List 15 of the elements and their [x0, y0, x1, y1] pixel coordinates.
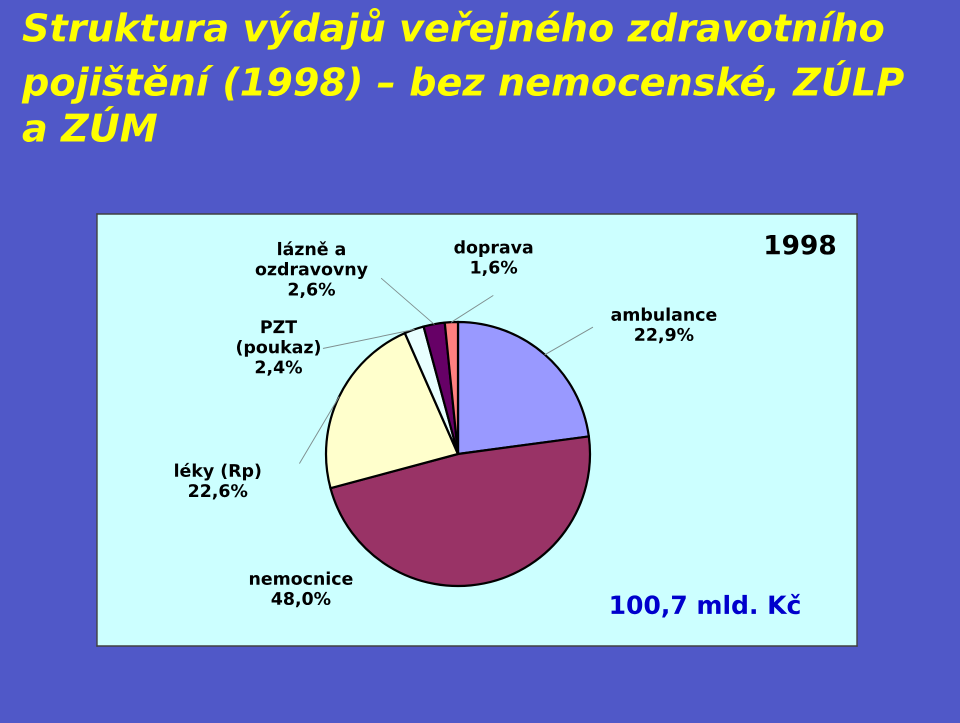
slice-label: lázně a ozdravovny	[256, 241, 368, 279]
data-label: 48,0%	[272, 592, 330, 608]
slice-label: doprava	[454, 240, 532, 257]
slice-label: PZT (poukaz)	[237, 320, 320, 357]
data-label: 2,4%	[256, 360, 302, 376]
slice-label: léky (Rp)	[175, 462, 260, 480]
text: 1998	[766, 234, 836, 255]
data-label: 2,6%	[288, 282, 336, 298]
data-label: 22,9%	[635, 328, 694, 344]
slice-label: ambulance	[611, 308, 716, 321]
slice-label: nemocnice	[250, 572, 352, 585]
data-label: 1,6%	[472, 260, 518, 276]
text: 100,7 mld. Kč	[611, 594, 800, 618]
chart-title: Struktura výdajů veřejného zdravotního pojištění (1998) – bez nemocenské, ZÚLP a ZÚM	[22, 8, 904, 142]
data-label: 22,6%	[189, 484, 248, 500]
